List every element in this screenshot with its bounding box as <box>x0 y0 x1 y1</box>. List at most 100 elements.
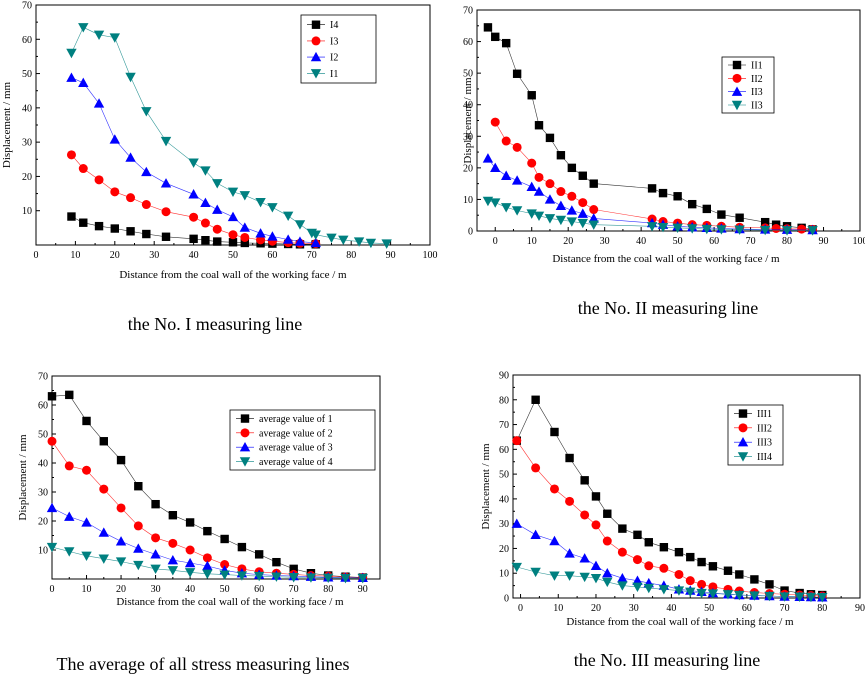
legend-box <box>721 56 775 114</box>
data-point <box>151 533 161 543</box>
data-point <box>133 521 143 531</box>
legend-label: I4 <box>330 20 338 31</box>
legend-marker <box>731 100 743 111</box>
data-point <box>672 223 683 234</box>
data-point <box>236 571 248 581</box>
data-point <box>735 213 744 222</box>
data-point <box>602 577 613 588</box>
data-point <box>81 517 92 527</box>
data-point <box>202 569 213 579</box>
data-point <box>673 586 685 596</box>
data-point <box>212 204 223 214</box>
data-point <box>116 503 126 513</box>
data-point <box>526 181 537 191</box>
data-point <box>267 231 278 241</box>
data-point <box>78 23 89 33</box>
data-point <box>365 238 377 249</box>
data-point <box>46 542 58 553</box>
data-point <box>588 213 599 223</box>
data-point <box>566 217 578 227</box>
data-point <box>255 228 266 238</box>
legend-marker <box>310 69 322 79</box>
y-axis-label: Displacement / mm <box>462 77 474 164</box>
data-point <box>549 484 559 494</box>
data-point <box>188 189 199 199</box>
data-point <box>797 224 807 234</box>
data-point <box>588 220 599 230</box>
data-point <box>271 572 282 582</box>
data-point <box>578 171 587 180</box>
data-point <box>167 566 179 576</box>
data-point <box>564 571 575 581</box>
data-point <box>490 198 501 208</box>
data-point <box>644 538 653 547</box>
data-point <box>115 557 127 567</box>
x-tick-label: 80 <box>346 250 356 261</box>
legend-label: II3 <box>751 87 763 98</box>
data-point <box>282 234 294 244</box>
data-point <box>125 72 136 83</box>
x-tick-label: 0 <box>34 250 39 261</box>
data-point <box>239 222 251 232</box>
data-point <box>227 187 239 198</box>
data-point <box>688 199 697 209</box>
data-point <box>580 510 590 520</box>
data-point <box>64 547 75 557</box>
legend-label: III2 <box>757 423 772 434</box>
x-axis-label: Distance from the coal wall of the worki… <box>116 596 344 608</box>
y-tick-label: 80 <box>499 395 509 406</box>
data-point <box>305 573 317 583</box>
data-point <box>93 30 105 41</box>
x-tick-label: 0 <box>518 603 523 614</box>
data-point <box>267 203 278 213</box>
x-tick-label: 60 <box>267 250 277 261</box>
data-point <box>771 223 781 233</box>
data-point <box>483 23 493 32</box>
plot-frame <box>51 375 381 580</box>
data-point <box>253 571 265 582</box>
data-point <box>47 392 57 401</box>
data-point <box>99 437 108 446</box>
data-point <box>760 217 770 227</box>
data-point <box>212 224 222 234</box>
data-point <box>141 166 152 177</box>
data-point <box>734 225 745 235</box>
data-point <box>310 237 321 248</box>
data-point <box>288 573 299 583</box>
data-point <box>530 567 541 578</box>
data-point <box>511 518 522 528</box>
y-tick-label: 10 <box>22 206 32 217</box>
x-tick-label: 80 <box>782 236 792 247</box>
data-point <box>272 557 281 567</box>
data-point <box>673 192 682 201</box>
data-point <box>544 194 556 204</box>
x-tick-label: 50 <box>673 236 683 247</box>
data-point <box>220 560 230 569</box>
legend-label: average value of 4 <box>259 457 333 468</box>
data-point <box>189 212 199 222</box>
data-point <box>533 186 545 196</box>
data-point <box>500 203 512 213</box>
data-point <box>565 496 575 506</box>
data-point <box>220 534 229 544</box>
data-point <box>93 98 105 108</box>
y-tick-label: 50 <box>499 470 509 481</box>
legend-label: II2 <box>751 74 763 85</box>
data-point <box>512 436 522 446</box>
x-tick-label: 90 <box>358 584 368 595</box>
panel-caption: The average of all stress measuring line… <box>57 654 350 674</box>
data-point <box>555 215 567 226</box>
data-point <box>734 590 745 601</box>
data-point <box>591 492 601 501</box>
data-point <box>817 593 828 603</box>
y-tick-label: 20 <box>463 163 473 174</box>
data-point <box>617 572 628 583</box>
x-tick-label: 100 <box>853 236 865 247</box>
panel-average-all-lines: 0 10 20 30 40 50 60 70 80 9010203040506070Distanc… <box>17 372 381 674</box>
data-point <box>99 484 109 494</box>
data-point <box>94 175 104 185</box>
legend-box <box>229 409 376 471</box>
data-point <box>340 573 351 584</box>
data-point <box>549 571 560 581</box>
legend-label: average value of 2 <box>259 428 333 439</box>
